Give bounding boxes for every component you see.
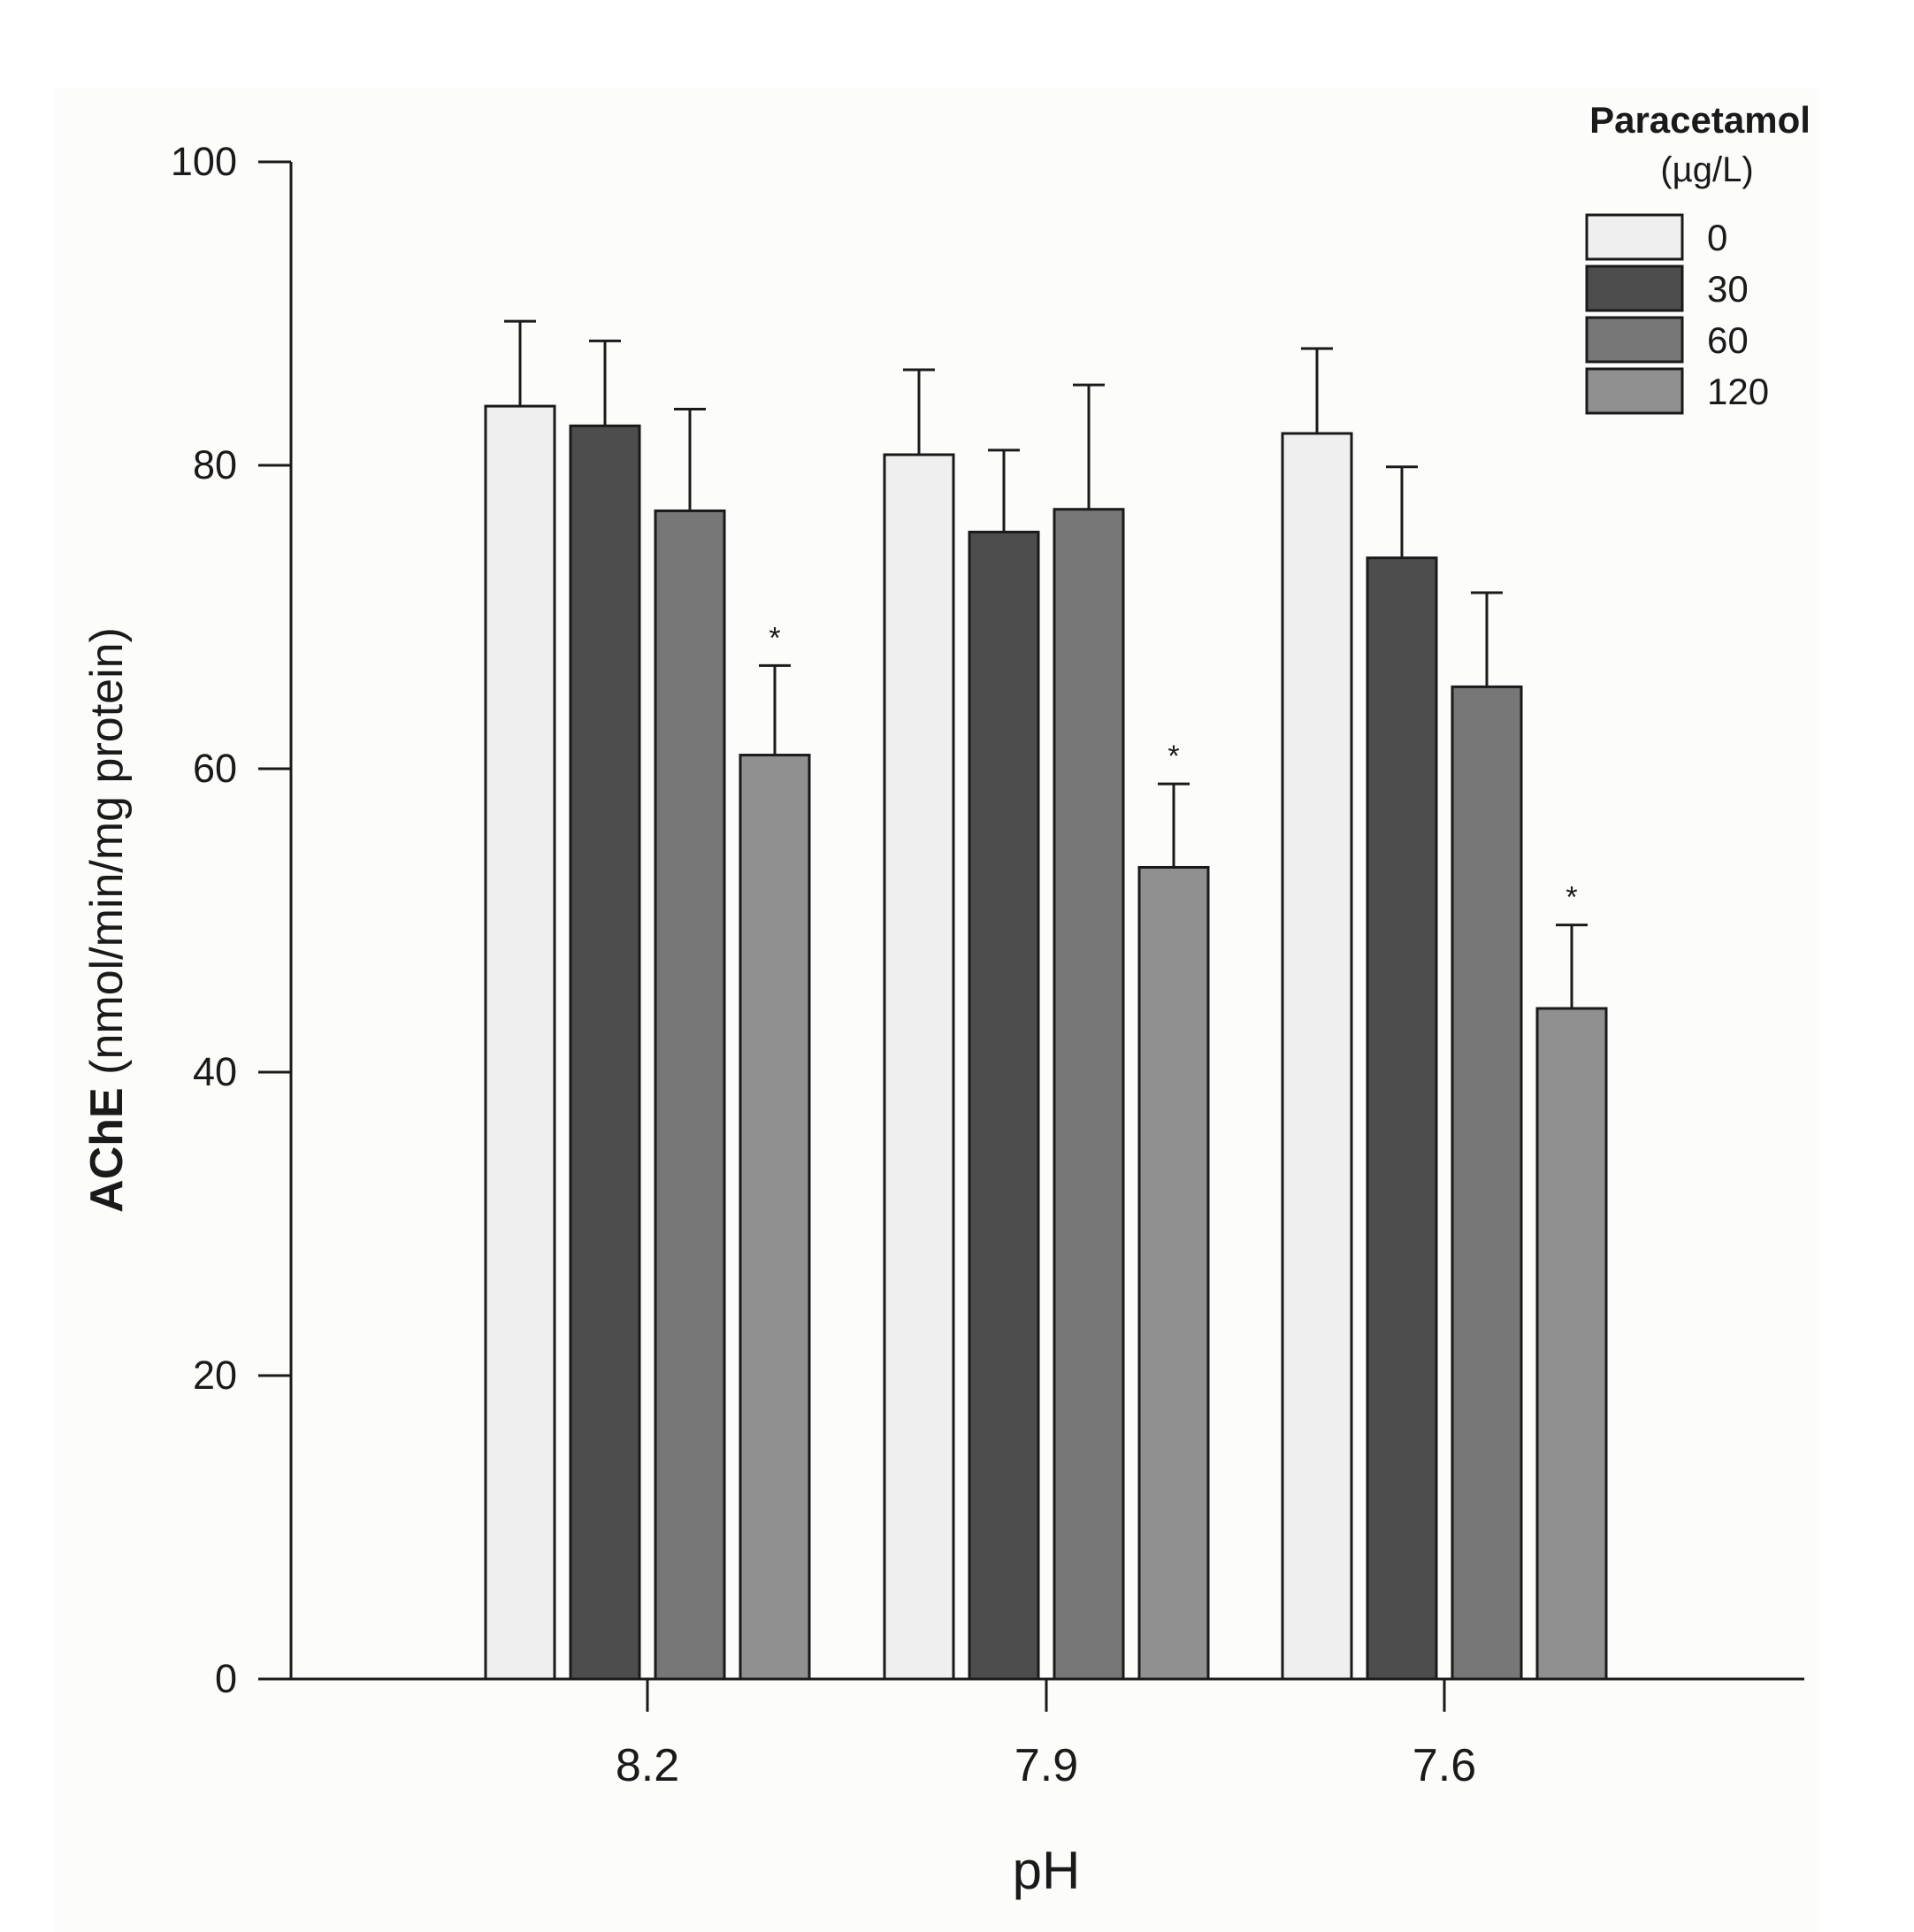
- bar: [883, 453, 955, 1681]
- y-ticks: 0 20 40 60 80 100: [171, 139, 291, 1701]
- legend: Paracetamol (µg/L) 0 30 60 120: [1585, 99, 1811, 415]
- significance-marker: *: [769, 621, 780, 655]
- legend-label: 60: [1707, 319, 1749, 361]
- y-axis-label: AChE (nmol/min/mg protein): [81, 627, 133, 1213]
- x-tick-label: 7.6: [1413, 1740, 1476, 1791]
- legend-swatch: [1585, 316, 1684, 364]
- x-ticks: 8.2 7.9 7.6: [616, 1679, 1476, 1791]
- x-axis-label: pH: [1013, 1841, 1081, 1900]
- bar: [1366, 556, 1438, 1681]
- y-tick-label: 0: [215, 1656, 237, 1701]
- bar: [1053, 508, 1125, 1681]
- error-bars-layer: [504, 319, 1588, 1008]
- y-tick-label: 20: [193, 1353, 237, 1398]
- y-tick-label: 80: [193, 442, 237, 487]
- legend-items: 0 30 60 120: [1585, 213, 1769, 415]
- legend-swatch: [1585, 264, 1684, 312]
- significance-marker: *: [1566, 881, 1577, 915]
- x-tick-label: 8.2: [616, 1740, 679, 1791]
- bar: [569, 424, 641, 1681]
- legend-title: Paracetamol: [1589, 99, 1811, 141]
- legend-label: 120: [1707, 371, 1769, 412]
- y-tick-label: 60: [193, 746, 237, 791]
- bar: [739, 754, 811, 1681]
- y-tick-label: 40: [193, 1049, 237, 1094]
- legend-swatch: [1585, 213, 1684, 261]
- legend-subtitle: (µg/L): [1660, 150, 1753, 189]
- legend-swatch: [1585, 367, 1684, 415]
- bar: [1535, 1007, 1608, 1681]
- significance-layer: * * *: [769, 621, 1577, 914]
- bar: [1137, 865, 1210, 1681]
- bar: [654, 509, 726, 1681]
- x-tick-label: 7.9: [1014, 1740, 1078, 1791]
- legend-label: 30: [1707, 268, 1749, 310]
- legend-label: 0: [1707, 217, 1727, 258]
- significance-marker: *: [1168, 740, 1179, 773]
- y-axis-label-bold: AChE: [81, 1087, 133, 1213]
- y-tick-label: 100: [171, 139, 237, 184]
- bar: [484, 404, 556, 1681]
- bar: [1281, 432, 1353, 1681]
- bar: [1451, 685, 1523, 1681]
- bar: [968, 530, 1040, 1681]
- y-axis-label-units: (nmol/min/mg protein): [81, 627, 133, 1087]
